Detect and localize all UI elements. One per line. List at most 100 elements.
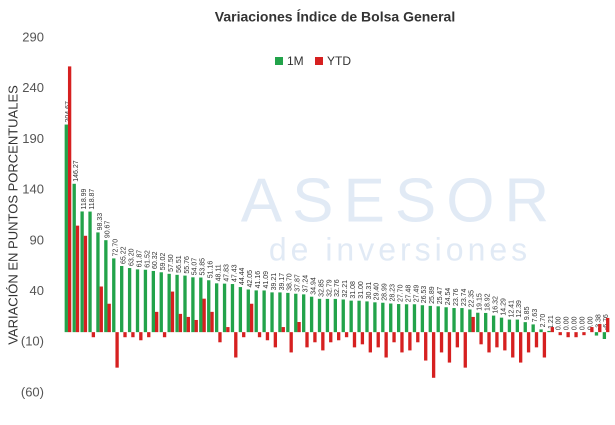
bar — [262, 290, 266, 333]
bar — [349, 300, 353, 333]
bar — [67, 66, 72, 333]
bar — [499, 317, 504, 333]
bar — [598, 324, 602, 333]
bar — [491, 315, 496, 333]
bar — [170, 291, 175, 333]
data-label: 61.52 — [144, 250, 151, 268]
bar — [487, 332, 491, 353]
bar — [531, 324, 535, 333]
bar — [64, 124, 68, 333]
bar — [218, 332, 222, 343]
data-label: 48.11 — [215, 264, 222, 281]
data-label: 57.50 — [168, 254, 175, 272]
bar — [460, 308, 464, 333]
bar — [88, 211, 92, 333]
bar — [523, 322, 527, 333]
data-label: 47.43 — [231, 264, 238, 282]
bar — [91, 332, 96, 338]
bar — [476, 312, 480, 333]
legend-label: YTD — [327, 54, 351, 68]
y-tick-label: 90 — [30, 232, 44, 247]
data-label: 18.92 — [485, 293, 492, 311]
legend-label: 1M — [287, 54, 304, 68]
bar — [178, 313, 183, 333]
y-tick-label: 40 — [30, 283, 44, 298]
bar — [194, 319, 198, 333]
bar — [104, 240, 108, 333]
bar — [191, 277, 195, 333]
data-label: 118.87 — [89, 189, 96, 210]
bar — [112, 258, 116, 333]
bar — [495, 332, 499, 348]
bar — [534, 332, 539, 348]
bar — [352, 332, 357, 348]
y-tick-label: 190 — [22, 131, 44, 146]
data-label: 90.67 — [105, 221, 112, 239]
bar — [384, 332, 388, 358]
data-label: 32.79 — [326, 279, 333, 297]
bar — [159, 272, 163, 333]
data-label: 0.00 — [564, 316, 571, 330]
bar — [484, 312, 488, 333]
bar — [507, 319, 512, 333]
bar — [139, 332, 143, 341]
bar — [270, 292, 274, 333]
bar — [210, 311, 214, 333]
bar — [107, 303, 111, 333]
bar — [420, 305, 425, 333]
bar — [120, 265, 124, 333]
bar — [368, 332, 372, 353]
bar — [428, 305, 432, 333]
bar — [408, 332, 412, 351]
bar — [123, 332, 127, 338]
bar — [297, 322, 301, 333]
bar — [558, 332, 562, 336]
watermark: ASESOR — [241, 166, 559, 235]
bar — [131, 332, 135, 338]
bar — [431, 332, 436, 378]
bar — [602, 332, 607, 339]
data-label: 27.48 — [405, 285, 412, 303]
bar — [582, 332, 586, 336]
bar — [329, 332, 333, 343]
data-label: 27.49 — [413, 285, 420, 303]
data-label: 31.08 — [350, 281, 357, 299]
y-tick-label: 290 — [22, 29, 44, 44]
bar — [574, 332, 578, 338]
bar — [452, 308, 456, 333]
bar — [72, 183, 76, 333]
bar — [519, 332, 523, 363]
bar — [590, 327, 594, 333]
bar — [468, 309, 472, 333]
bar — [550, 327, 554, 333]
bar — [127, 268, 132, 333]
bar — [273, 332, 278, 348]
bar — [199, 277, 203, 333]
bar — [186, 316, 190, 333]
data-label: 7.63 — [532, 309, 539, 323]
bar — [373, 302, 377, 333]
data-label: 63.20 — [128, 248, 135, 266]
data-label: 30.31 — [366, 282, 373, 300]
data-label: 0.00 — [579, 316, 586, 330]
data-label: 19.15 — [477, 293, 484, 311]
bar — [337, 332, 341, 341]
bar — [162, 332, 167, 338]
bar — [214, 283, 219, 333]
data-label: 32.21 — [342, 280, 349, 298]
data-label: 2.70 — [540, 314, 547, 328]
bar — [412, 304, 417, 333]
bar — [147, 332, 151, 338]
bar — [416, 332, 420, 343]
bar — [381, 302, 385, 333]
data-label: 1.21 — [548, 315, 555, 329]
watermark: de inversiones — [269, 231, 531, 267]
data-label: 60.32 — [152, 251, 159, 269]
bar — [463, 332, 467, 368]
data-label: 47.83 — [223, 264, 230, 282]
data-label: 32.85 — [318, 279, 325, 297]
data-label: 72.70 — [113, 239, 120, 257]
bar — [444, 307, 448, 333]
data-label: 16.32 — [492, 296, 499, 314]
